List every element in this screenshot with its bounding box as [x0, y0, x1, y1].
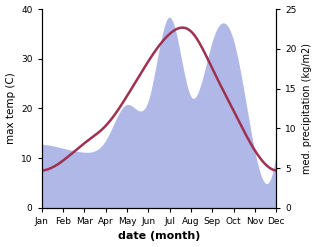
- Y-axis label: med. precipitation (kg/m2): med. precipitation (kg/m2): [302, 43, 313, 174]
- Y-axis label: max temp (C): max temp (C): [5, 73, 16, 144]
- X-axis label: date (month): date (month): [118, 231, 200, 242]
